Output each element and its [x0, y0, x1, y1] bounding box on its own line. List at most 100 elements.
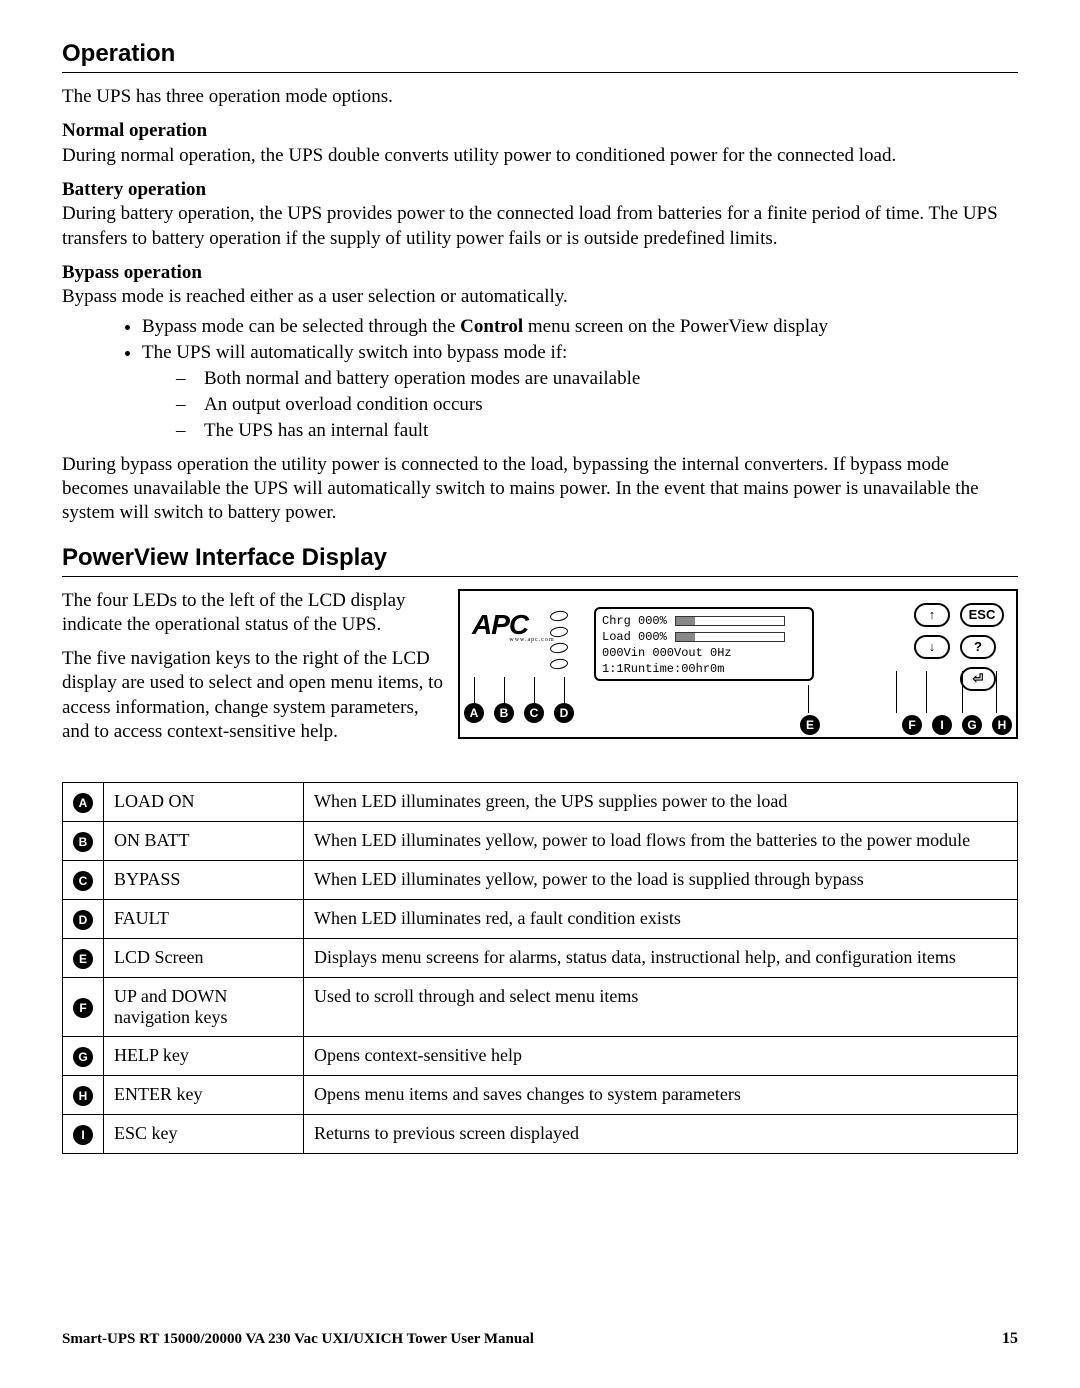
callout-c: C	[524, 703, 544, 723]
row-id: I	[73, 1125, 93, 1145]
lcd-l1: Chrg 000%	[602, 613, 667, 629]
dash-2: An output overload condition occurs	[172, 392, 1018, 418]
table-row: E LCD Screen Displays menu screens for a…	[63, 939, 1018, 978]
battery-text: During battery operation, the UPS provid…	[62, 203, 998, 248]
dash-1-text: Both normal and battery operation modes …	[204, 368, 640, 389]
row-id: B	[73, 832, 93, 852]
lcd-bar-icon	[675, 616, 785, 626]
table-row: I ESC key Returns to previous screen dis…	[63, 1115, 1018, 1154]
row-id: H	[73, 1086, 93, 1106]
powerview-diagram: APC www.apc.com Chrg 000% Load 000%	[458, 589, 1018, 739]
row-name: ON BATT	[104, 822, 304, 861]
keycol-2: ESC ? ⏎	[960, 603, 1004, 691]
callout-e: E	[800, 715, 820, 735]
lcd-row-2: Load 000%	[602, 629, 806, 645]
page-footer: Smart-UPS RT 15000/20000 VA 230 Vac UXI/…	[62, 1330, 1018, 1348]
nav-keys: ↑ ↓ ESC ? ⏎	[914, 603, 1004, 691]
reference-tbody: A LOAD ON When LED illuminates green, th…	[63, 783, 1018, 1154]
callout-f: F	[902, 715, 922, 735]
leaders-right: F I G H	[902, 715, 1012, 735]
row-desc: When LED illuminates red, a fault condit…	[304, 900, 1018, 939]
bypass-dashes: Both normal and battery operation modes …	[172, 366, 1018, 445]
lcd-row-1: Chrg 000%	[602, 613, 806, 629]
leaders-left: A B C D	[464, 703, 574, 723]
pv-p1: The four LEDs to the left of the LCD dis…	[62, 589, 450, 638]
row-desc: Opens context-sensitive help	[304, 1037, 1018, 1076]
table-row: G HELP key Opens context-sensitive help	[63, 1037, 1018, 1076]
row-desc: Opens menu items and saves changes to sy…	[304, 1076, 1018, 1115]
dash-3-text: The UPS has an internal fault	[204, 420, 428, 441]
dash-1: Both normal and battery operation modes …	[172, 366, 1018, 392]
keycol-1: ↑ ↓	[914, 603, 950, 691]
leader-line-icon	[808, 685, 809, 713]
row-name: HELP key	[104, 1037, 304, 1076]
table-row: C BYPASS When LED illuminates yellow, po…	[63, 861, 1018, 900]
section-heading-powerview: PowerView Interface Display	[62, 544, 1018, 577]
bypass-op: Bypass operation Bypass mode is reached …	[62, 261, 1018, 310]
callout-a: A	[464, 703, 484, 723]
table-row: D FAULT When LED illuminates red, a faul…	[63, 900, 1018, 939]
row-desc: Displays menu screens for alarms, status…	[304, 939, 1018, 978]
row-name: UP and DOWN navigation keys	[104, 978, 304, 1037]
row-name: LCD Screen	[104, 939, 304, 978]
reference-table: A LOAD ON When LED illuminates green, th…	[62, 782, 1018, 1154]
callout-d: D	[554, 703, 574, 723]
led-b-icon	[549, 625, 568, 637]
pv-p2: The five navigation keys to the right of…	[62, 647, 450, 744]
normal-op: Normal operation During normal operation…	[62, 119, 1018, 168]
row-desc: When LED illuminates yellow, power to lo…	[304, 822, 1018, 861]
row-name: ENTER key	[104, 1076, 304, 1115]
row-desc: When LED illuminates green, the UPS supp…	[304, 783, 1018, 822]
powerview-text: The four LEDs to the left of the LCD dis…	[62, 589, 450, 755]
row-name: FAULT	[104, 900, 304, 939]
callout-h: H	[992, 715, 1012, 735]
b1-post: menu screen on the PowerView display	[523, 316, 828, 337]
powerview-diagram-wrap: APC www.apc.com Chrg 000% Load 000%	[458, 589, 1018, 739]
section-heading-operation: Operation	[62, 40, 1018, 73]
callout-b: B	[494, 703, 514, 723]
row-name: BYPASS	[104, 861, 304, 900]
battery-title: Battery operation	[62, 179, 206, 200]
row-desc: Used to scroll through and select menu i…	[304, 978, 1018, 1037]
dash-3: The UPS has an internal fault	[172, 418, 1018, 444]
key-enter-icon: ⏎	[960, 667, 996, 691]
led-a-icon	[549, 609, 568, 621]
b1-bold: Control	[460, 316, 523, 337]
bypass-intro: Bypass mode is reached either as a user …	[62, 286, 568, 307]
key-esc-icon: ESC	[960, 603, 1004, 627]
row-id: F	[73, 998, 93, 1018]
lcd-row-3: 000Vin 000Vout 0Hz	[602, 645, 806, 661]
b2-text: The UPS will automatically switch into b…	[142, 342, 567, 363]
b1-pre: Bypass mode can be selected through the	[142, 316, 460, 337]
lcd-bar-icon	[675, 632, 785, 642]
key-up-icon: ↑	[914, 603, 950, 627]
bypass-bullets: Bypass mode can be selected through the …	[142, 314, 1018, 445]
op-intro: The UPS has three operation mode options…	[62, 85, 1018, 109]
dash-2-text: An output overload condition occurs	[204, 394, 483, 415]
key-help-icon: ?	[960, 635, 996, 659]
footer-title: Smart-UPS RT 15000/20000 VA 230 Vac UXI/…	[62, 1331, 534, 1348]
bypass-bullet-1: Bypass mode can be selected through the …	[142, 314, 1018, 340]
row-id: E	[73, 949, 93, 969]
table-row: F UP and DOWN navigation keys Used to sc…	[63, 978, 1018, 1037]
led-stack	[550, 605, 568, 675]
lcd-row-4: 1:1Runtime:00hr0m	[602, 661, 806, 677]
lcd-l2: Load 000%	[602, 629, 667, 645]
leader-line-icon	[896, 671, 897, 713]
leader-e: E	[800, 715, 820, 735]
row-desc: Returns to previous screen displayed	[304, 1115, 1018, 1154]
bypass-bullet-2: The UPS will automatically switch into b…	[142, 340, 1018, 445]
row-desc: When LED illuminates yellow, power to th…	[304, 861, 1018, 900]
key-down-icon: ↓	[914, 635, 950, 659]
footer-page: 15	[1002, 1330, 1018, 1348]
table-row: A LOAD ON When LED illuminates green, th…	[63, 783, 1018, 822]
bypass-title: Bypass operation	[62, 262, 202, 283]
table-row: B ON BATT When LED illuminates yellow, p…	[63, 822, 1018, 861]
row-name: ESC key	[104, 1115, 304, 1154]
bypass-closing: During bypass operation the utility powe…	[62, 453, 1018, 526]
led-c-icon	[549, 641, 568, 653]
callout-g: G	[962, 715, 982, 735]
callout-i: I	[932, 715, 952, 735]
row-id: D	[73, 910, 93, 930]
lcd-screen: Chrg 000% Load 000% 000Vin 000Vout 0Hz 1…	[594, 607, 814, 681]
